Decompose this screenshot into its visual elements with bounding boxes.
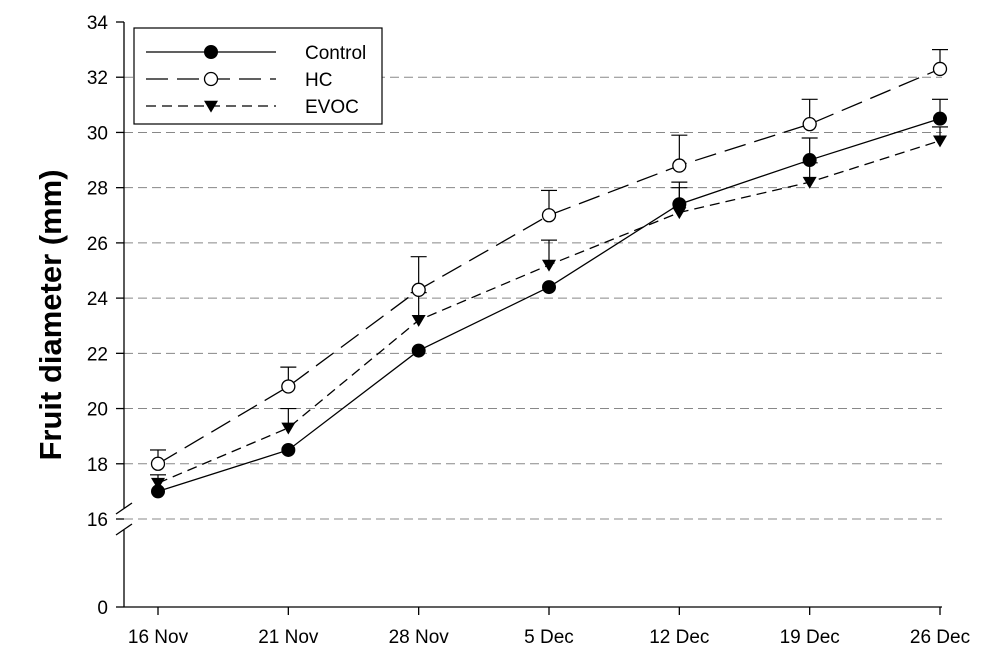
data-point-control — [281, 442, 296, 457]
grid-lines — [124, 76, 942, 520]
axis-break-mark — [115, 502, 133, 536]
data-point-evoc — [151, 477, 165, 490]
y-tick-label: 26 — [87, 234, 108, 255]
y-tick-label: 22 — [87, 344, 108, 365]
legend-label-evoc: EVOC — [305, 97, 359, 118]
y-tick-label: 30 — [87, 123, 108, 144]
data-point-control — [542, 280, 556, 295]
legend-marker-hc — [203, 71, 219, 87]
y-tick-label: 32 — [87, 68, 108, 89]
legend-label-hc: HC — [305, 70, 332, 91]
y-tick-label: 24 — [87, 289, 109, 310]
data-point-hc — [541, 208, 557, 223]
y-ticks: 0 16 18 20 22 24 26 28 30 32 34 — [87, 13, 124, 619]
data-point-control — [411, 343, 426, 358]
series-markers — [150, 61, 948, 499]
x-tick-label: 19 Dec — [780, 627, 840, 648]
data-point-evoc — [542, 259, 556, 272]
axes — [115, 22, 942, 608]
legend: Control HC EVOC — [133, 27, 383, 125]
legend-box — [133, 27, 383, 125]
x-tick-label: 21 Nov — [258, 627, 319, 648]
legend-marker-evoc — [204, 100, 218, 113]
data-point-control — [802, 153, 817, 168]
y-tick-label: 16 — [87, 510, 108, 531]
data-point-hc — [932, 61, 948, 77]
data-point-hc — [802, 117, 817, 132]
data-point-evoc — [411, 314, 426, 327]
x-tick-label: 28 Nov — [389, 627, 450, 648]
x-tick-label: 5 Dec — [524, 627, 574, 648]
data-point-hc — [672, 158, 687, 173]
y-tick-label: 28 — [87, 179, 108, 200]
x-tick-label: 26 Dec — [910, 627, 970, 648]
x-ticks: 16 Nov 21 Nov 28 Nov 5 Dec 12 Dec 19 Dec 26 De… — [128, 607, 970, 648]
data-point-hc — [411, 282, 426, 297]
data-point-evoc — [672, 207, 687, 220]
y-tick-label: 34 — [87, 13, 109, 34]
y-axis-label: Fruit diameter (mm) — [33, 169, 68, 460]
data-point-control — [933, 111, 947, 126]
data-point-evoc — [933, 135, 947, 148]
data-point-evoc — [281, 422, 296, 435]
y-tick-label: 18 — [87, 455, 108, 476]
legend-label-control: Control — [305, 43, 366, 64]
x-tick-label: 12 Dec — [649, 627, 709, 648]
data-point-evoc — [802, 176, 817, 189]
data-point-hc — [281, 379, 296, 394]
y-tick-label: 0 — [97, 598, 108, 619]
series-line-control — [157, 118, 941, 493]
legend-marker-control — [204, 45, 218, 59]
y-tick-label: 20 — [87, 400, 108, 421]
x-tick-label: 16 Nov — [128, 627, 189, 648]
data-point-hc — [150, 456, 166, 471]
